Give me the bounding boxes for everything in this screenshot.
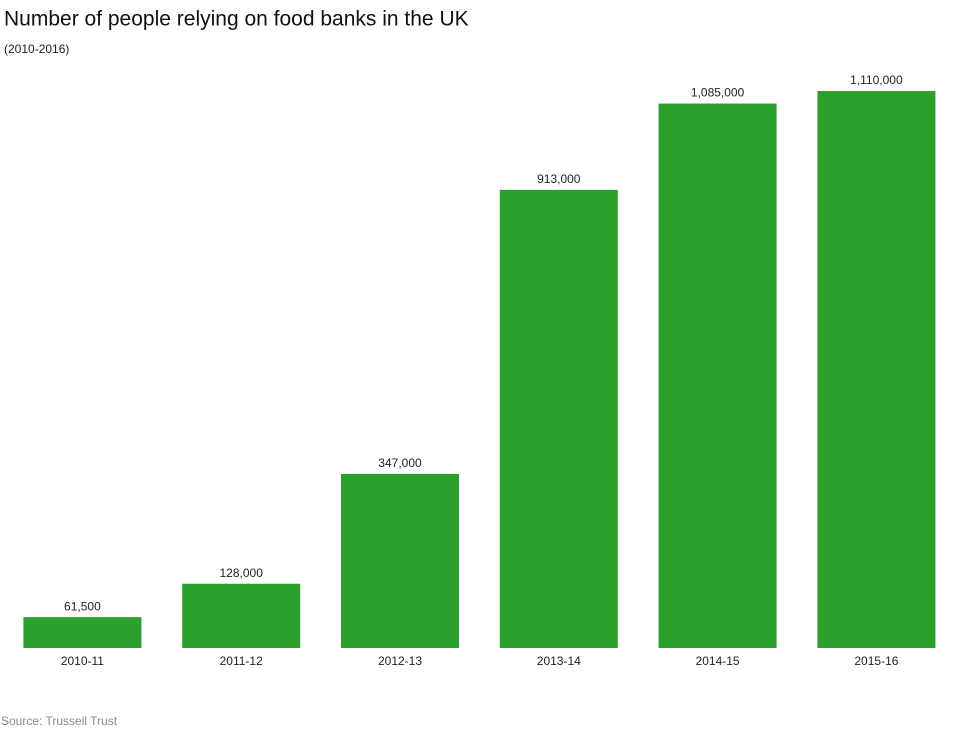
x-tick-label: 2013-14 <box>537 654 581 668</box>
x-tick-label: 2015-16 <box>854 654 898 668</box>
x-tick-label: 2014-15 <box>696 654 740 668</box>
value-label: 1,085,000 <box>691 86 745 100</box>
x-tick-label: 2010-11 <box>61 654 104 668</box>
bar <box>817 91 936 648</box>
value-label: 1,110,000 <box>850 73 903 87</box>
bar <box>23 617 142 648</box>
value-label: 913,000 <box>537 172 581 186</box>
bar <box>499 189 618 648</box>
bar <box>658 103 777 648</box>
value-label: 61,500 <box>64 599 101 613</box>
x-tick-label: 2011-12 <box>220 654 263 668</box>
bar <box>341 473 459 648</box>
value-label: 347,000 <box>378 456 422 470</box>
bar <box>182 583 301 648</box>
source-note: Source: Trussell Trust <box>1 714 118 728</box>
chart-title: Number of people relying on food banks i… <box>4 8 469 31</box>
value-label: 128,000 <box>220 566 264 580</box>
chart-subtitle: (2010-2016) <box>4 42 69 56</box>
x-tick-label: 2012-13 <box>378 654 422 668</box>
